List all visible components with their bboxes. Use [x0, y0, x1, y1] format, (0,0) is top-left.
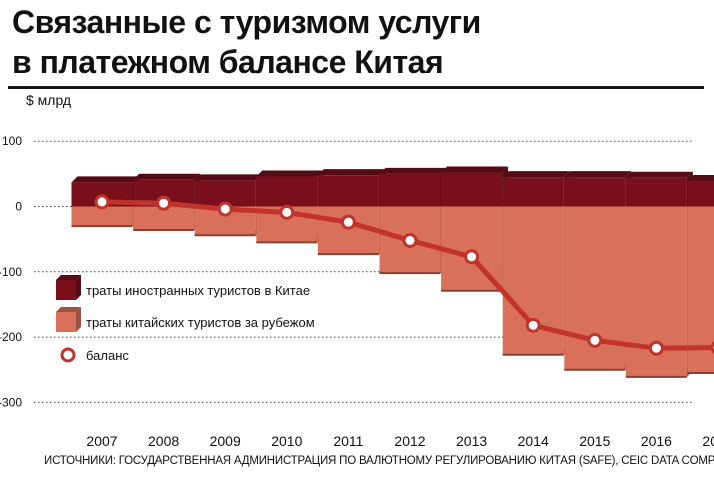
- balance-line: [94, 194, 714, 356]
- receipts-bar-top: [133, 173, 201, 180]
- x-tick-label: 2012: [394, 433, 425, 449]
- balance-point: [402, 232, 418, 248]
- balance-point: [464, 249, 480, 265]
- legend-label: траты китайских туристов за рубежом: [86, 315, 315, 330]
- receipts-bar-top: [71, 176, 139, 183]
- balance-point: [156, 195, 172, 211]
- x-tick-label: 2011: [333, 433, 363, 449]
- balance-point: [525, 317, 541, 333]
- y-tick-label: -200: [0, 330, 22, 344]
- spending-bar: [71, 206, 133, 227]
- legend: траты иностранных туристов в Китае траты …: [56, 275, 315, 363]
- legend-swatch-top: [56, 275, 81, 280]
- x-axis: 2007 2008 2009 2010 2011 2012 2013 2014 2015 2016…: [86, 433, 714, 449]
- receipts-bar: [256, 176, 318, 207]
- y-axis: 100 0 -100 -200 -300: [0, 134, 22, 409]
- receipts-bar: [441, 172, 503, 207]
- x-tick-label: 2010: [271, 433, 302, 449]
- x-tick-label: 2014: [518, 433, 549, 449]
- receipts-bar: [379, 173, 441, 207]
- x-tick-label: 2008: [148, 433, 179, 449]
- chart-title: Связанные с туризмом услуги в платежном …: [12, 2, 702, 82]
- y-tick-label: -300: [0, 395, 22, 409]
- chart-title-line-2: в платежном балансе Китая: [12, 44, 444, 80]
- legend-marker: [60, 347, 76, 363]
- receipts-bar-top: [379, 167, 447, 174]
- x-tick-label: 2013: [456, 433, 487, 449]
- receipts-bar-top: [256, 170, 324, 177]
- receipts-bar-top: [625, 171, 693, 178]
- legend-swatch-side: [76, 275, 81, 300]
- source-note: ИСТОЧНИКИ: ГОСУДАРСТВЕННАЯ АДМИНИСТРАЦИЯ…: [44, 455, 714, 467]
- x-tick-label: 2015: [579, 433, 610, 449]
- y-tick-label: 0: [15, 200, 22, 214]
- receipts-bar-top: [194, 174, 262, 181]
- balance-point: [279, 204, 295, 220]
- y-tick-label: 100: [2, 134, 22, 148]
- legend-label: траты иностранных туристов в Китае: [86, 283, 310, 298]
- receipts-bar: [687, 181, 714, 207]
- legend-swatch: [56, 280, 76, 300]
- title-divider: [8, 86, 704, 89]
- balance-point: [587, 332, 603, 348]
- balance-point: [340, 214, 356, 230]
- x-tick-label: 2009: [210, 433, 241, 449]
- legend-swatch-side: [76, 307, 81, 332]
- x-tick-label: 2017: [702, 433, 714, 449]
- receipts-bar: [625, 177, 687, 207]
- legend-label: баланс: [86, 348, 129, 363]
- balance-point: [648, 340, 664, 356]
- x-tick-label: 2016: [641, 433, 672, 449]
- receipts-bar-top: [564, 171, 632, 178]
- receipts-bar: [502, 177, 564, 207]
- balance-point: [217, 201, 233, 217]
- receipts-bar: [317, 175, 379, 207]
- spending-bar: [133, 206, 195, 231]
- balance-point: [94, 194, 110, 210]
- receipts-bar-top: [687, 175, 714, 182]
- x-tick-label: 2007: [86, 433, 117, 449]
- receipts-bar: [564, 177, 626, 207]
- legend-swatch: [56, 312, 76, 332]
- receipts-bar-top: [502, 171, 570, 178]
- receipts-bar-top: [317, 169, 385, 176]
- legend-swatch-top: [56, 307, 81, 312]
- y-axis-unit-label: $ млрд: [26, 92, 72, 108]
- chart-title-line-1: Связанные с туризмом услуги: [12, 4, 481, 40]
- receipts-bar-top: [441, 166, 509, 173]
- y-tick-label: -100: [0, 265, 22, 279]
